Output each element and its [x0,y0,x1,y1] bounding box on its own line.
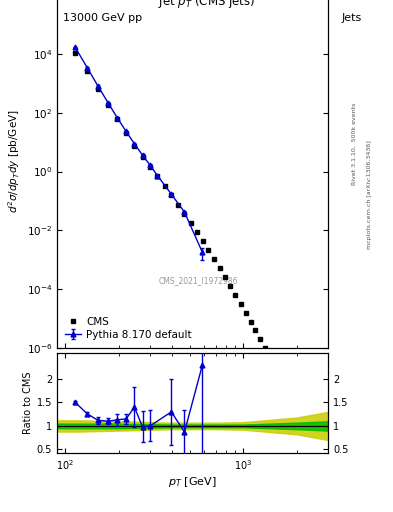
CMS [200,238,205,244]
Y-axis label: Ratio to CMS: Ratio to CMS [22,372,33,435]
CMS [95,86,100,92]
CMS [272,363,277,369]
CMS [253,327,258,333]
Y-axis label: $d^2\sigma/dp_Tdy$ [pb/GeV]: $d^2\sigma/dp_Tdy$ [pb/GeV] [7,110,22,213]
CMS [132,143,137,149]
CMS [217,265,222,271]
CMS [238,301,243,307]
CMS [140,154,145,160]
CMS [299,409,303,415]
CMS [228,283,233,289]
CMS [258,336,263,343]
CMS [148,164,152,170]
Legend: CMS, Pythia 8.170 default: CMS, Pythia 8.170 default [62,313,195,343]
CMS [155,174,160,180]
CMS [194,229,199,235]
Text: CMS_2021_I1972986: CMS_2021_I1972986 [158,276,238,285]
CMS [182,211,187,217]
Text: Jets: Jets [341,13,362,23]
Text: 13000 GeV pp: 13000 GeV pp [63,13,142,23]
CMS [263,345,267,351]
Text: Jet $p_T$ (CMS jets): Jet $p_T$ (CMS jets) [158,0,255,10]
CMS [243,310,248,316]
CMS [248,318,253,325]
Text: mcplots.cern.ch [arXiv:1306.3436]: mcplots.cern.ch [arXiv:1306.3436] [367,140,373,249]
Text: Rivet 3.1.10,  500k events: Rivet 3.1.10, 500k events [352,102,357,184]
CMS [124,130,129,136]
CMS [106,102,110,108]
CMS [233,292,238,298]
CMS [176,202,180,208]
CMS [277,372,281,378]
CMS [286,390,290,396]
CMS [206,247,211,253]
CMS [188,220,193,226]
CMS [267,354,272,360]
CMS [169,192,174,198]
X-axis label: $p_T$ [GeV]: $p_T$ [GeV] [168,475,217,488]
Line: CMS: CMS [73,50,303,414]
CMS [222,274,227,280]
CMS [115,116,119,122]
CMS [162,183,167,189]
CMS [212,256,217,262]
CMS [73,50,78,56]
CMS [85,68,90,74]
